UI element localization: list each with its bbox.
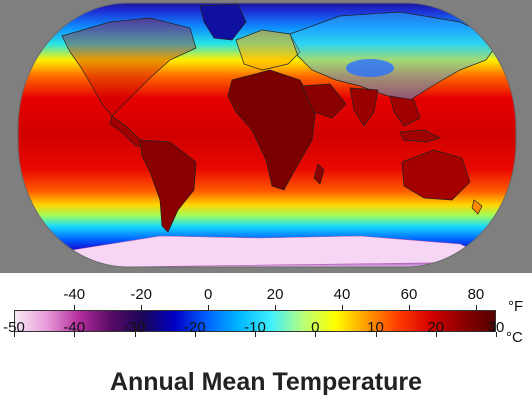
north-america-region (61, 17, 197, 117)
celsius-tick-mark (496, 332, 497, 337)
celsius-tick-label: -30 (123, 319, 146, 336)
fahrenheit-tick-label: -40 (63, 286, 86, 303)
fahrenheit-tick-mark (74, 305, 76, 310)
celsius-unit: °C (506, 329, 523, 346)
fahrenheit-tick-label: -20 (130, 286, 153, 303)
map-title: Annual Mean Temperature (109, 368, 423, 396)
celsius-tick-mark (435, 332, 437, 337)
celsius-tick-mark (255, 332, 256, 337)
asia-region (289, 11, 501, 101)
celsius-tick-mark (194, 332, 196, 337)
celsius-tick-label: -40 (63, 319, 86, 336)
fahrenheit-tick-label: 80 (467, 286, 485, 303)
madagascar-region (313, 163, 325, 185)
temperature-legend: -40 -20 0 20 40 60 80 °F -50 -40 -30 -20 -10 0 10 20 3… (0, 273, 532, 400)
fahrenheit-tick-mark (141, 305, 143, 310)
indonesia-region (399, 129, 441, 143)
antarctica-region (39, 235, 501, 267)
india-region (349, 87, 379, 127)
map-canvas (17, 2, 517, 268)
celsius-tick-label: 0 (311, 319, 320, 336)
fahrenheit-tick-mark (342, 305, 344, 310)
fahrenheit-tick-label: 20 (266, 286, 284, 303)
celsius-tick-mark (134, 332, 136, 337)
europe-region (235, 29, 301, 71)
arabia-region (301, 83, 347, 119)
fahrenheit-tick-mark (208, 305, 210, 310)
temperature-map (0, 0, 532, 273)
new-zealand-region (471, 199, 483, 215)
celsius-tick-label: -10 (244, 319, 266, 336)
tibet-region (346, 59, 394, 77)
fahrenheit-tick-label: 0 (203, 286, 213, 303)
celsius-tick-mark (74, 332, 76, 337)
celsius-tick-label: 30 (487, 319, 505, 336)
southeast-asia-region (389, 95, 421, 127)
color-scale-bar (14, 310, 496, 332)
globe (18, 3, 516, 267)
fahrenheit-tick-label: 40 (333, 286, 351, 303)
greenland-region (199, 3, 247, 41)
australia-region (401, 149, 471, 201)
celsius-tick-mark (315, 332, 317, 337)
celsius-tick-label: 10 (367, 319, 384, 336)
fahrenheit-tick-mark (275, 305, 277, 310)
africa-region (227, 69, 317, 191)
celsius-tick-label: -50 (3, 319, 25, 336)
globe-outline (17, 2, 517, 268)
celsius-tick-mark (375, 332, 377, 337)
celsius-tick-label: -20 (183, 319, 206, 336)
fahrenheit-tick-label: 60 (400, 286, 418, 303)
fahrenheit-tick-mark (475, 305, 477, 310)
fahrenheit-unit: °F (508, 298, 524, 315)
south-america-region (139, 139, 197, 233)
celsius-tick-mark (14, 332, 15, 337)
fahrenheit-tick-mark (408, 305, 410, 310)
celsius-tick-label: 20 (427, 319, 445, 336)
